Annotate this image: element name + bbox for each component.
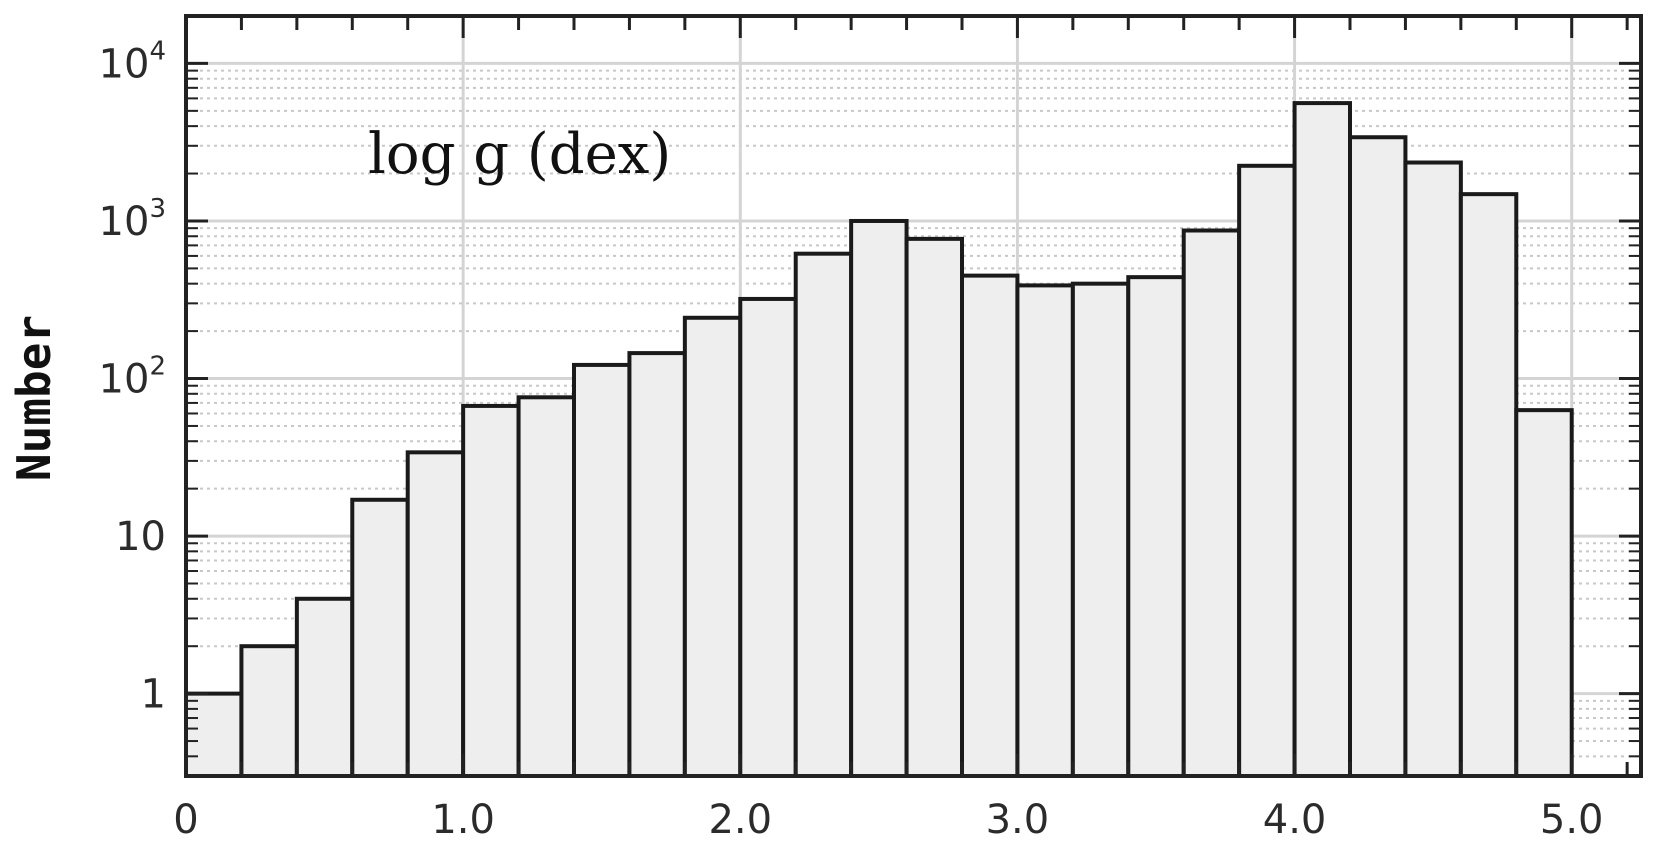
x-tick-label: 5.0 (1540, 797, 1604, 843)
histogram-bar (239, 644, 299, 778)
histogram-bar (904, 236, 964, 779)
y-axis-label: Number (7, 315, 61, 481)
y-tick-label: 103 (99, 194, 166, 245)
plot-frame (184, 14, 1643, 778)
histogram-bar (960, 273, 1020, 778)
histogram-bar (516, 395, 576, 778)
chart-annotation: log g (dex) (368, 122, 671, 187)
x-tick-label: 4.0 (1263, 797, 1327, 843)
histogram-bar (627, 351, 687, 778)
histogram-bar (849, 218, 909, 778)
histogram-bar (294, 596, 355, 779)
x-tick-labels: 0 1.0 2.0 3.0 4.0 5.0 (173, 797, 1603, 843)
histogram-bar (350, 497, 410, 778)
histogram-bars (184, 101, 1574, 779)
histogram-bar (1403, 160, 1463, 778)
histogram-bar (1181, 228, 1242, 778)
histogram-bar (1015, 283, 1075, 778)
y-tick-label: 10 (115, 514, 166, 560)
histogram-bar (1070, 281, 1131, 778)
histogram-bar (461, 403, 521, 778)
histogram-bar (572, 362, 632, 778)
histogram-bar (1237, 163, 1297, 778)
y-tick-label: 1 (141, 672, 166, 718)
histogram-bar (682, 315, 743, 778)
histogram-bar (1348, 135, 1408, 778)
y-tick-label: 102 (99, 352, 166, 403)
histogram-bar (405, 450, 466, 778)
histogram-bar (1292, 101, 1352, 778)
histogram-bar (1126, 275, 1186, 778)
histogram-bar (1458, 192, 1519, 778)
x-tick-label: 2.0 (708, 797, 772, 843)
x-tick-label: 1.0 (431, 797, 495, 843)
x-tick-label: 0 (173, 797, 198, 843)
histogram-bar (793, 251, 854, 778)
y-tick-labels: 1 10 102 103 104 (99, 36, 166, 717)
y-tick-label: 104 (99, 36, 166, 87)
histogram-bar (184, 691, 244, 779)
x-tick-label: 3.0 (986, 797, 1050, 843)
histogram-bar (1514, 408, 1574, 778)
histogram-bar (738, 296, 798, 778)
